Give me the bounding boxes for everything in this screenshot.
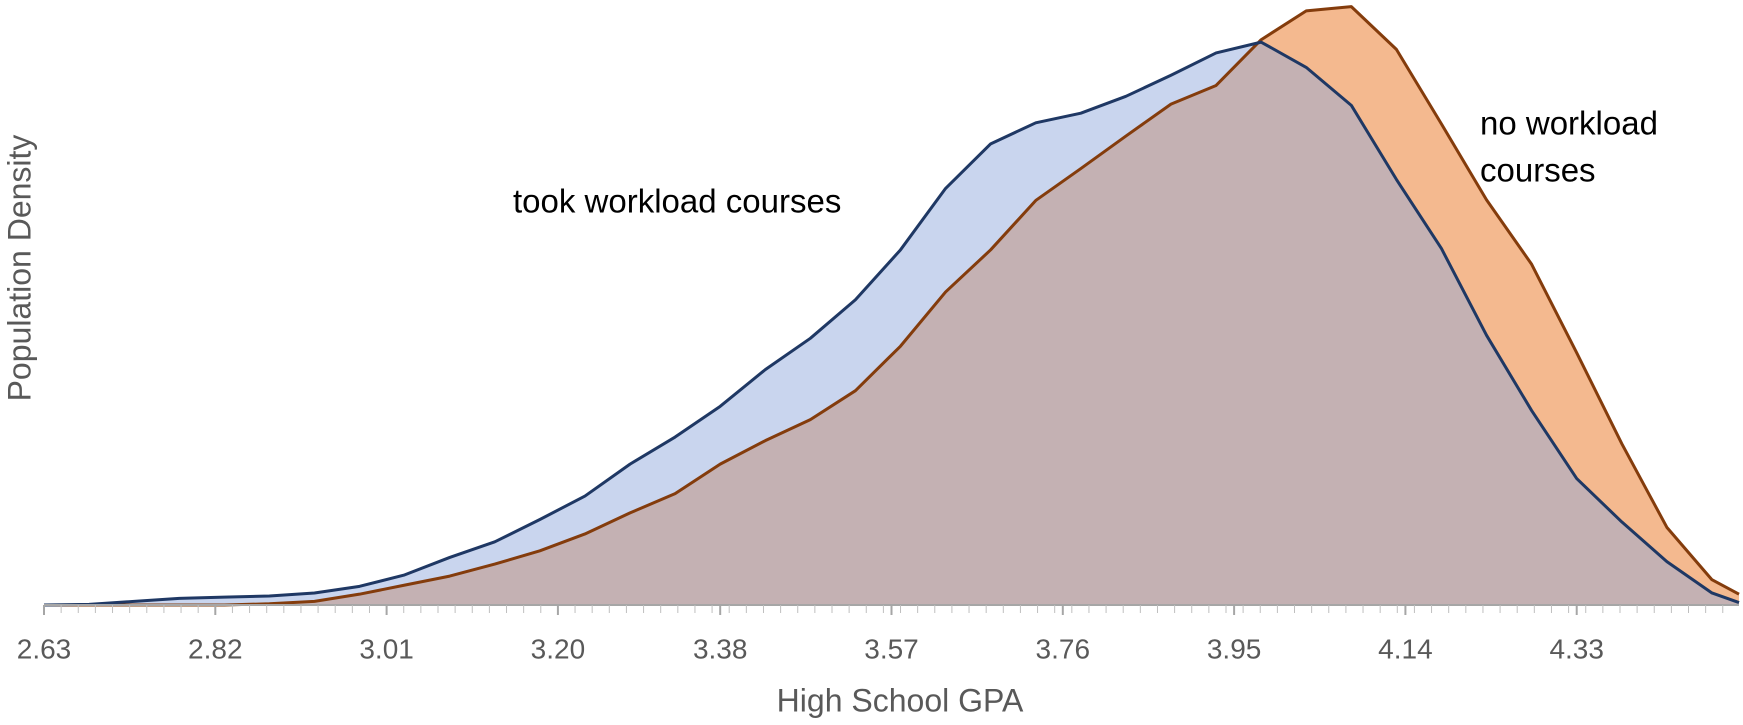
annotation: courses (1480, 152, 1596, 189)
x-tick-label: 3.38 (693, 633, 748, 664)
y-axis-title: Population Density (1, 135, 37, 402)
x-axis-title: High School GPA (777, 682, 1024, 718)
x-tick-label: 4.14 (1378, 633, 1433, 664)
x-tick-label: 3.20 (531, 633, 586, 664)
x-tick-label: 3.95 (1207, 633, 1262, 664)
line (44, 5, 1740, 607)
x-tick-label: 2.63 (17, 633, 72, 664)
x-tick-label: 3.01 (359, 633, 414, 664)
annotation: took workload courses (513, 183, 841, 220)
x-tick-label: 3.76 (1036, 633, 1091, 664)
overlap-area (44, 42, 1739, 605)
x-tick-label: 3.57 (864, 633, 919, 664)
x-tick-label: 4.33 (1549, 633, 1604, 664)
x-tick-label: 2.82 (188, 633, 243, 664)
annotation: no workload (1480, 105, 1658, 142)
line (43, 40, 1740, 607)
